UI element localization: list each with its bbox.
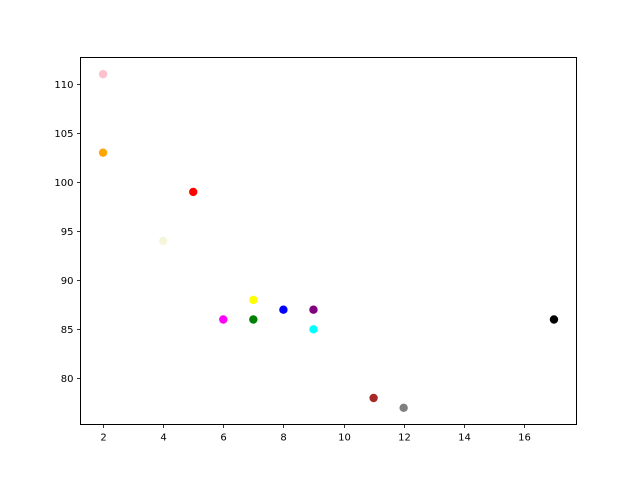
data-point bbox=[158, 236, 168, 246]
y-axis: 80 85 90 95 100 105 110 bbox=[54, 80, 81, 385]
data-point bbox=[309, 305, 318, 314]
data-point bbox=[98, 69, 108, 79]
y-tick-label: 95 bbox=[61, 227, 74, 238]
y-tick-label: 100 bbox=[54, 178, 73, 189]
plot-area-frame bbox=[80, 57, 577, 425]
x-tick-label: 10 bbox=[338, 433, 351, 444]
y-tick-label: 80 bbox=[61, 374, 74, 385]
y-tick-label: 110 bbox=[54, 80, 73, 91]
data-point bbox=[249, 295, 258, 305]
data-point bbox=[219, 315, 228, 324]
data-point bbox=[189, 187, 198, 197]
x-tick-label: 16 bbox=[518, 433, 531, 444]
data-point bbox=[249, 315, 258, 324]
x-tick-label: 4 bbox=[160, 433, 166, 444]
y-tick-label: 105 bbox=[54, 129, 73, 140]
x-tick-label: 2 bbox=[100, 433, 106, 444]
data-point bbox=[399, 403, 408, 413]
data-point bbox=[279, 305, 288, 314]
x-axis: 2 4 6 8 10 12 14 16 bbox=[100, 424, 531, 444]
y-tick-label: 85 bbox=[61, 325, 74, 336]
data-point bbox=[369, 393, 378, 403]
y-tick-label: 90 bbox=[61, 276, 74, 287]
data-point bbox=[549, 315, 559, 324]
data-points bbox=[98, 69, 559, 413]
data-point bbox=[98, 148, 108, 157]
x-tick-label: 6 bbox=[220, 433, 226, 444]
x-tick-label: 12 bbox=[398, 433, 411, 444]
x-tick-label: 8 bbox=[280, 433, 286, 444]
data-point bbox=[309, 325, 318, 334]
x-tick-label: 14 bbox=[458, 433, 471, 444]
